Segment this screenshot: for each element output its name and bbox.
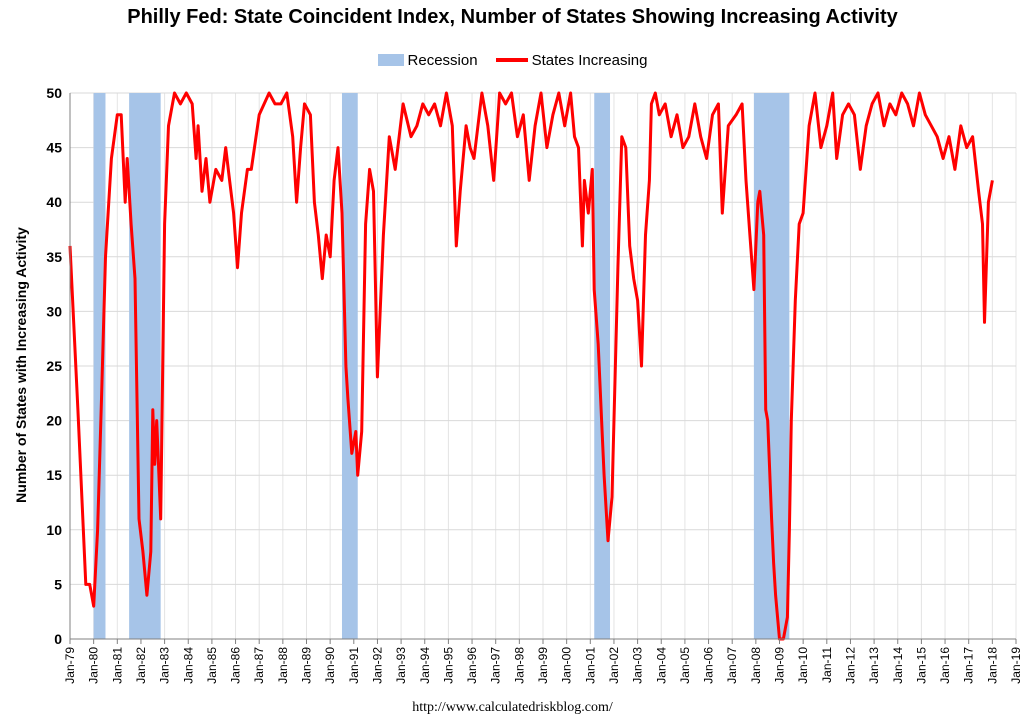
- x-tick-label: Jan-11: [820, 647, 834, 683]
- x-tick-label: Jan-90: [323, 647, 337, 684]
- x-tick-label: Jan-97: [489, 647, 503, 684]
- x-tick-label: Jan-85: [205, 647, 219, 684]
- line-layer: [68, 91, 994, 641]
- y-tick-label: 35: [46, 249, 62, 265]
- y-tick-label: 40: [46, 194, 62, 210]
- y-tick-label: 45: [46, 140, 62, 156]
- recession-bar: [93, 93, 106, 639]
- x-tick-label: Jan-86: [229, 647, 243, 684]
- x-tick-label: Jan-84: [181, 647, 195, 684]
- x-tick-label: Jan-13: [867, 647, 881, 684]
- legend-label-states-increasing: States Increasing: [531, 51, 648, 69]
- footer-url: http://www.calculatedriskblog.com/: [412, 700, 613, 715]
- x-tick-label: Jan-18: [985, 647, 999, 684]
- x-tick-label: Jan-09: [773, 647, 787, 684]
- legend-item-states-increasing: States Increasing: [495, 51, 648, 69]
- y-tick-label: 15: [46, 467, 62, 483]
- legend-label-recession: Recession: [407, 51, 478, 69]
- x-tick-label: Jan-91: [347, 647, 361, 684]
- x-tick-label: Jan-05: [678, 647, 692, 684]
- x-tick-label: Jan-81: [110, 647, 124, 684]
- x-tick-label: Jan-80: [87, 647, 101, 684]
- y-tick-label: 0: [54, 631, 62, 647]
- x-tick-label: Jan-08: [749, 647, 763, 684]
- x-tick-label: Jan-03: [631, 647, 645, 684]
- x-tick-label: Jan-88: [276, 647, 290, 684]
- recession-bar: [594, 93, 611, 639]
- x-tick-label: Jan-07: [725, 647, 739, 684]
- axis-layer: Jan-79 Jan-80 Jan-81 Jan-82 Jan-83 Jan-84 Jan-…: [46, 85, 1023, 684]
- x-tick-label: Jan-87: [252, 647, 266, 684]
- x-tick-label: Jan-79: [63, 647, 77, 684]
- recession-bar: [753, 93, 790, 639]
- chart-title: Philly Fed: State Coincident Index, Numb…: [127, 6, 898, 28]
- x-tick-label: Jan-99: [536, 647, 550, 684]
- x-tick-label: Jan-93: [394, 647, 408, 684]
- series-line-states-increasing: [68, 91, 994, 641]
- y-tick-label: 5: [54, 576, 62, 592]
- x-tick-label: Jan-06: [702, 647, 716, 684]
- recession-bar: [129, 93, 161, 639]
- x-tick-label: Jan-04: [654, 647, 668, 684]
- recession-bar: [341, 93, 358, 639]
- y-tick-label: 10: [46, 522, 62, 538]
- legend: Recession States Increasing: [0, 50, 1025, 70]
- y-axis-label: Number of States with Increasing Activit…: [13, 227, 29, 503]
- x-tick-label: Jan-17: [962, 647, 976, 684]
- grid-layer: [70, 92, 1017, 640]
- legend-item-recession: Recession: [377, 51, 478, 69]
- x-tick-label: Jan-82: [134, 647, 148, 684]
- x-tick-label: Jan-01: [583, 647, 597, 684]
- y-tick-label: 25: [46, 358, 62, 374]
- x-tick-label: Jan-16: [938, 647, 952, 684]
- x-tick-label: Jan-95: [441, 647, 455, 684]
- x-tick-label: Jan-94: [418, 647, 432, 684]
- x-tick-label: Jan-15: [914, 647, 928, 684]
- x-tick-label: Jan-14: [891, 647, 905, 684]
- legend-swatch-states-increasing: [495, 58, 528, 62]
- y-tick-label: 50: [46, 85, 62, 101]
- x-tick-label: Jan-02: [607, 647, 621, 684]
- x-tick-label: Jan-12: [843, 647, 857, 684]
- x-tick-label: Jan-10: [796, 647, 810, 684]
- x-tick-label: Jan-83: [158, 647, 172, 684]
- y-tick-label: 30: [46, 303, 62, 319]
- recession-layer: [93, 93, 790, 639]
- x-tick-label: Jan-96: [465, 647, 479, 684]
- x-tick-label: Jan-89: [300, 647, 314, 684]
- x-tick-label: Jan-19: [1009, 647, 1023, 684]
- legend-swatch-recession: [377, 54, 404, 66]
- x-tick-label: Jan-92: [370, 647, 384, 684]
- x-tick-label: Jan-00: [560, 647, 574, 684]
- x-tick-label: Jan-98: [512, 647, 526, 684]
- y-tick-label: 20: [46, 413, 62, 429]
